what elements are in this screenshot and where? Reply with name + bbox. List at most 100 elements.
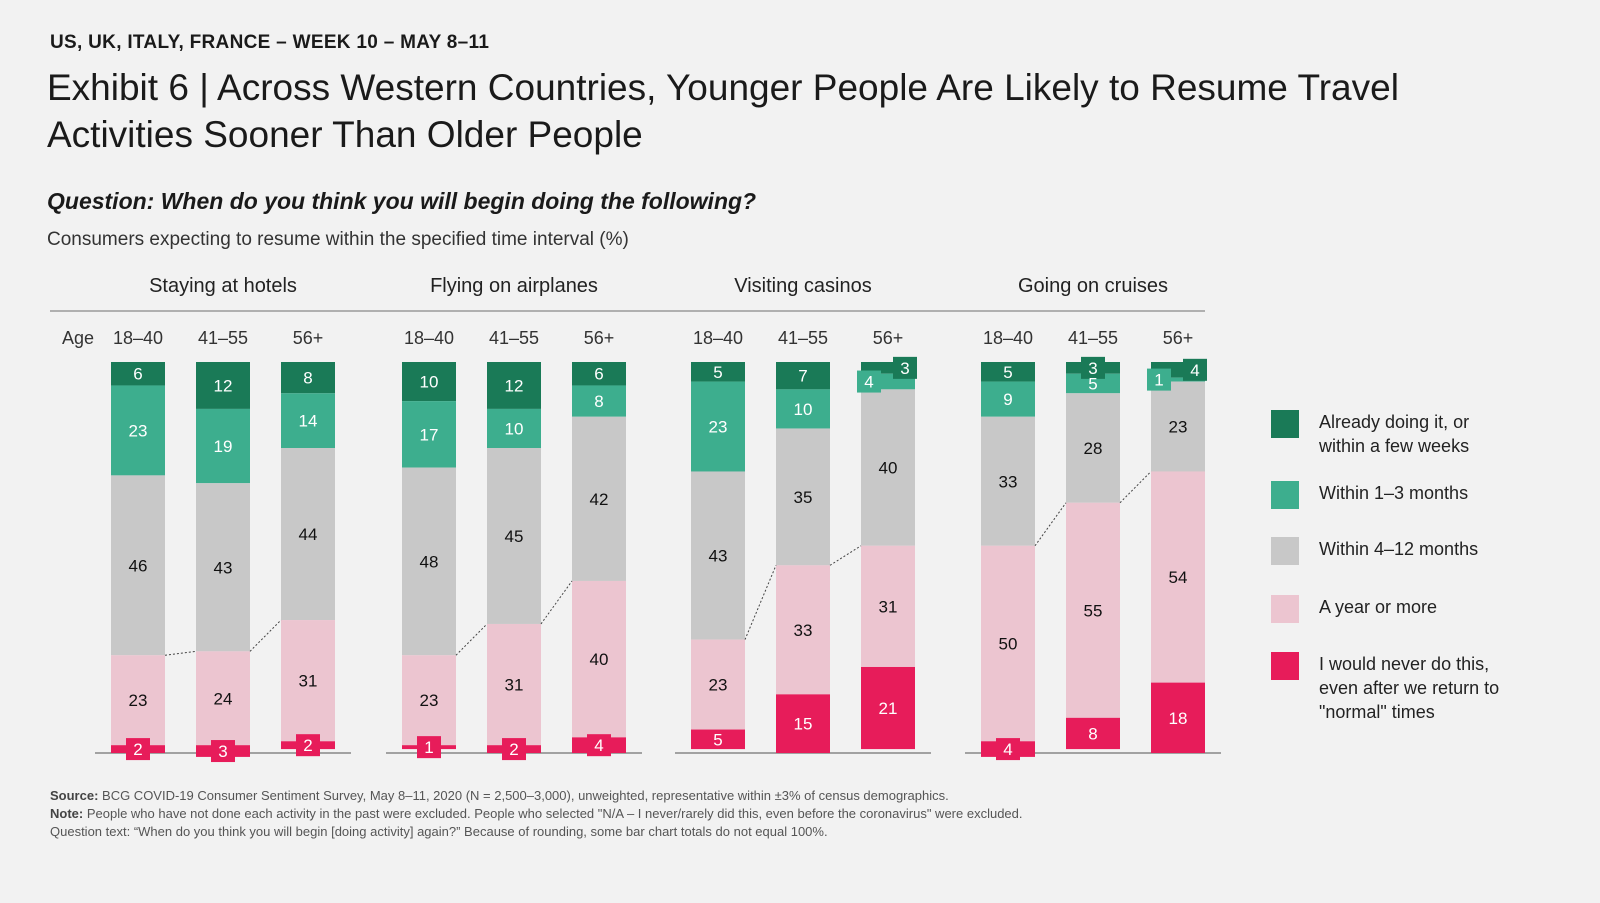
bar-segment: [111, 655, 165, 746]
data-label: 45: [505, 527, 524, 546]
data-label: 43: [709, 547, 728, 566]
data-label-badge: [587, 734, 611, 757]
data-label: 4: [1003, 740, 1012, 759]
data-label: 9: [1003, 390, 1012, 409]
data-label: 3: [1088, 359, 1097, 378]
group-title: Visiting casinos: [734, 275, 871, 297]
bar-segment: [1066, 373, 1120, 394]
bar-segment: [111, 362, 165, 386]
data-label-badge: [1081, 356, 1105, 379]
category-label: 41–55: [1068, 328, 1118, 348]
bar-segment: [572, 385, 626, 417]
data-label-badge: [857, 370, 881, 393]
bar-segment: [691, 639, 745, 730]
data-label: 55: [1084, 601, 1103, 620]
bar-segment: [691, 381, 745, 472]
bar-segment: [572, 416, 626, 581]
connector-line: [540, 580, 573, 625]
legend-item: A year or more: [1271, 595, 1519, 623]
data-label: 6: [133, 365, 142, 384]
data-label: 10: [505, 419, 524, 438]
legend-item: I would never do this, even after we ret…: [1271, 652, 1519, 724]
bar-segment: [281, 620, 335, 742]
legend-item: Within 4–12 months: [1271, 537, 1519, 565]
data-label: 5: [713, 730, 722, 749]
data-label: 2: [133, 740, 142, 759]
footnotes: Source: BCG COVID-19 Consumer Sentiment …: [50, 787, 1023, 841]
data-label: 4: [594, 736, 603, 755]
legend-label: Already doing it, or within a few weeks: [1319, 412, 1470, 456]
bar-segment: [487, 362, 541, 409]
bar-segment: [776, 389, 830, 429]
bar-segment: [691, 362, 745, 382]
data-label: 54: [1169, 568, 1188, 587]
exclusion-note: Note: People who have not done each acti…: [50, 806, 1023, 821]
connector-line: [1034, 502, 1067, 547]
subtitle: Consumers expecting to resume within the…: [47, 229, 629, 250]
bar-segment: [981, 362, 1035, 382]
bar-segment: [402, 467, 456, 656]
data-label: 23: [129, 421, 148, 440]
bar-segment: [487, 623, 541, 746]
bar-segment: [196, 651, 250, 746]
source-note: Source: BCG COVID-19 Consumer Sentiment …: [50, 788, 949, 803]
data-label: 10: [794, 400, 813, 419]
data-label: 48: [420, 552, 439, 571]
data-label: 19: [214, 437, 233, 456]
bar-segment: [281, 393, 335, 449]
bar-segment: [776, 362, 830, 390]
connector-line: [1119, 471, 1152, 504]
data-label: 1: [424, 738, 433, 757]
bar-segment: [861, 362, 915, 374]
bar-segment: [196, 483, 250, 652]
data-label: 46: [129, 556, 148, 575]
data-label: 12: [505, 376, 524, 395]
data-label: 40: [590, 650, 609, 669]
bar-segment: [281, 448, 335, 621]
chart-title: Exhibit 6 | Across Western Countries, Yo…: [47, 67, 1399, 155]
group-title: Staying at hotels: [149, 275, 297, 297]
data-label: 5: [1003, 363, 1012, 382]
legend-swatch: [1271, 481, 1299, 509]
group-title: Going on cruises: [1018, 275, 1168, 297]
category-label: 18–40: [404, 328, 454, 348]
bar-segment: [1066, 393, 1120, 503]
data-label-badge: [1147, 368, 1171, 391]
bar-segment: [861, 666, 915, 750]
bar-segment: [487, 408, 541, 449]
data-label: 31: [505, 676, 524, 695]
data-label: 3: [900, 359, 909, 378]
bar-segment: [1151, 377, 1205, 382]
data-label-badge: [893, 356, 917, 379]
bar-segment: [402, 401, 456, 468]
bar-segment: [281, 362, 335, 394]
bar-segment: [487, 448, 541, 624]
category-label: 56+: [1163, 328, 1194, 348]
data-label: 23: [709, 418, 728, 437]
bar-segment: [111, 475, 165, 656]
bar-segment: [1151, 682, 1205, 753]
data-label: 42: [590, 490, 609, 509]
legend-label: I would never do this, even after we ret…: [1319, 654, 1500, 722]
category-label: 56+: [584, 328, 615, 348]
age-label: Age: [62, 328, 94, 348]
data-label: 7: [798, 367, 807, 386]
bar-segment: [572, 580, 626, 738]
data-label: 24: [214, 689, 233, 708]
bar-segment: [1151, 471, 1205, 683]
data-label: 23: [709, 676, 728, 695]
data-label: 17: [420, 425, 439, 444]
data-label: 8: [1088, 724, 1097, 743]
data-label: 23: [1169, 418, 1188, 437]
data-label-badge: [502, 738, 526, 761]
connector-line: [744, 565, 777, 640]
bar-segment: [981, 381, 1035, 417]
category-label: 18–40: [113, 328, 163, 348]
data-label: 1: [1154, 371, 1163, 390]
bar-segment: [981, 545, 1035, 742]
category-label: 56+: [293, 328, 324, 348]
legend-swatch: [1271, 652, 1299, 680]
bar-segment: [572, 362, 626, 386]
category-label: 18–40: [983, 328, 1033, 348]
